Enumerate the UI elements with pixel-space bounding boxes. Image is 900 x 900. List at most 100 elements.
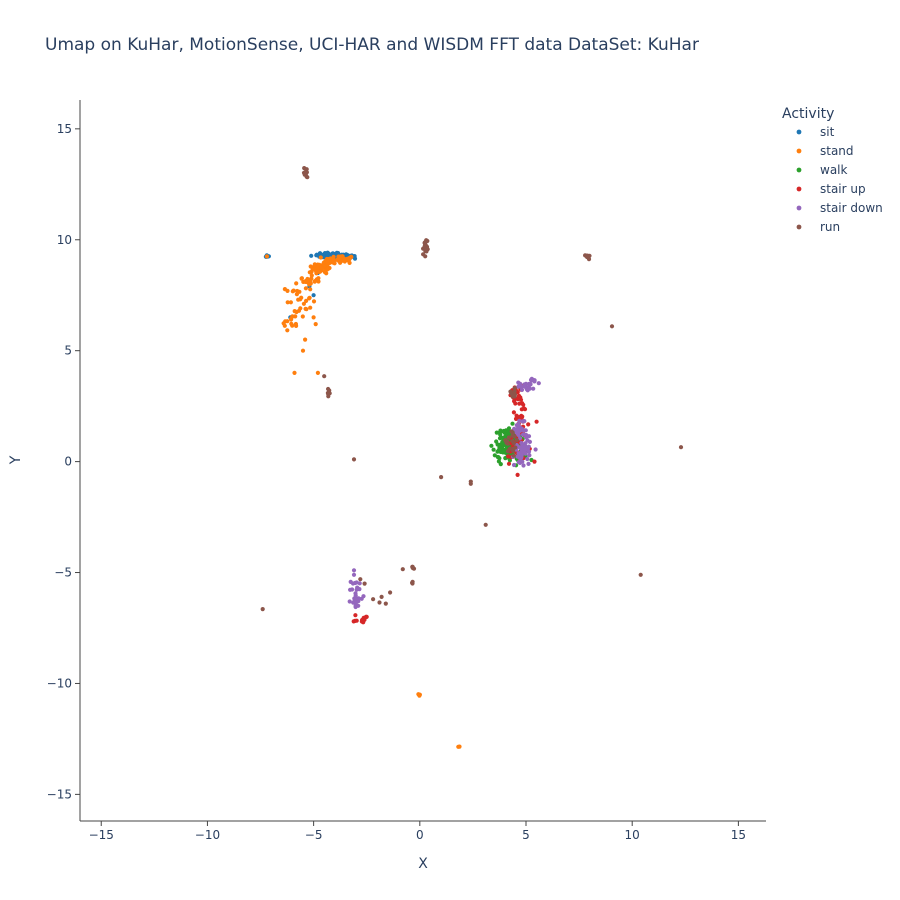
data-point bbox=[638, 572, 643, 577]
data-point bbox=[519, 455, 524, 460]
data-point bbox=[288, 300, 293, 305]
data-point bbox=[311, 293, 316, 298]
legend-marker bbox=[796, 148, 802, 154]
data-point bbox=[584, 253, 589, 258]
data-point bbox=[342, 256, 347, 261]
data-point bbox=[512, 385, 517, 391]
data-point bbox=[511, 394, 517, 399]
data-point bbox=[313, 322, 318, 327]
data-point bbox=[499, 435, 504, 440]
data-point bbox=[331, 259, 336, 264]
plot-area: −15 −10 −5 0 5 10 15 −15 −10 −5 0 5 10 15 bbox=[47, 100, 766, 842]
x-ticks: −15 −10 −5 0 5 10 15 bbox=[89, 821, 746, 842]
y-tick-label: −10 bbox=[47, 676, 72, 690]
data-point bbox=[282, 287, 287, 292]
y-tick-label: 10 bbox=[57, 233, 72, 247]
data-point bbox=[496, 455, 501, 460]
data-point bbox=[346, 258, 351, 263]
legend-marker bbox=[796, 205, 802, 211]
data-point bbox=[290, 289, 295, 294]
data-point bbox=[294, 292, 299, 297]
data-point bbox=[294, 281, 299, 286]
data-point bbox=[516, 429, 522, 434]
legend: Activity sit stand walk stair up stair down r… bbox=[782, 106, 883, 234]
data-point bbox=[506, 435, 511, 440]
data-point bbox=[292, 309, 297, 314]
data-point bbox=[377, 600, 382, 605]
data-point bbox=[317, 269, 322, 274]
data-point bbox=[289, 321, 294, 326]
data-point bbox=[495, 449, 500, 454]
data-point bbox=[292, 370, 297, 375]
data-point bbox=[524, 433, 529, 438]
legend-item-walk[interactable]: walk bbox=[796, 163, 848, 177]
data-point bbox=[315, 265, 320, 271]
data-point bbox=[308, 305, 313, 310]
legend-items: sit stand walk stair up stair down run bbox=[796, 125, 883, 234]
y-tick-label: −5 bbox=[54, 566, 72, 580]
data-point bbox=[364, 614, 369, 620]
data-point bbox=[354, 580, 359, 585]
data-point bbox=[526, 422, 531, 427]
legend-label: stair down bbox=[820, 201, 883, 215]
legend-label: stair up bbox=[820, 182, 866, 196]
data-point bbox=[303, 337, 308, 342]
data-point bbox=[457, 744, 462, 749]
legend-item-sit[interactable]: sit bbox=[796, 125, 835, 139]
data-point bbox=[260, 607, 265, 612]
data-point bbox=[508, 389, 513, 394]
data-point bbox=[514, 438, 520, 443]
legend-marker bbox=[796, 167, 802, 173]
legend-item-stand[interactable]: stand bbox=[796, 144, 854, 158]
data-point bbox=[525, 456, 530, 462]
data-point bbox=[609, 324, 615, 329]
data-point bbox=[309, 253, 314, 258]
data-point bbox=[410, 579, 415, 584]
data-point bbox=[388, 590, 393, 595]
data-point bbox=[315, 278, 320, 283]
legend-item-run[interactable]: run bbox=[796, 220, 841, 234]
data-point bbox=[290, 314, 295, 319]
data-point bbox=[506, 426, 512, 431]
x-tick-label: 5 bbox=[522, 828, 530, 842]
data-point bbox=[307, 282, 312, 287]
data-point bbox=[319, 265, 324, 270]
data-point bbox=[310, 267, 315, 272]
data-point bbox=[499, 443, 504, 448]
data-point bbox=[519, 384, 524, 390]
data-point bbox=[518, 395, 523, 400]
data-point bbox=[410, 564, 415, 570]
data-point bbox=[353, 593, 358, 598]
data-point bbox=[285, 319, 290, 324]
legend-item-stair-up[interactable]: stair up bbox=[796, 182, 866, 196]
data-point bbox=[303, 286, 308, 291]
data-point bbox=[520, 419, 525, 424]
legend-marker bbox=[796, 224, 802, 230]
data-point bbox=[527, 439, 533, 444]
y-tick-label: −15 bbox=[47, 787, 72, 801]
data-point bbox=[521, 463, 526, 468]
data-point bbox=[501, 428, 506, 434]
data-point bbox=[510, 430, 515, 436]
legend-marker bbox=[796, 186, 802, 192]
data-point bbox=[309, 276, 314, 281]
data-point bbox=[512, 389, 517, 394]
series-stand bbox=[264, 254, 462, 749]
data-point bbox=[325, 262, 330, 267]
data-point bbox=[532, 379, 537, 384]
y-tick-label: 5 bbox=[64, 344, 72, 358]
data-point bbox=[422, 244, 427, 249]
data-point bbox=[282, 323, 287, 328]
legend-item-stair-down[interactable]: stair down bbox=[796, 201, 883, 215]
data-point bbox=[519, 407, 524, 412]
data-point bbox=[358, 577, 363, 582]
data-point bbox=[513, 416, 519, 421]
data-point bbox=[520, 459, 525, 464]
data-point bbox=[510, 421, 515, 426]
data-point bbox=[526, 449, 532, 454]
data-point bbox=[348, 587, 353, 592]
legend-label: walk bbox=[820, 163, 848, 177]
data-point bbox=[506, 461, 512, 466]
data-point bbox=[521, 402, 526, 407]
